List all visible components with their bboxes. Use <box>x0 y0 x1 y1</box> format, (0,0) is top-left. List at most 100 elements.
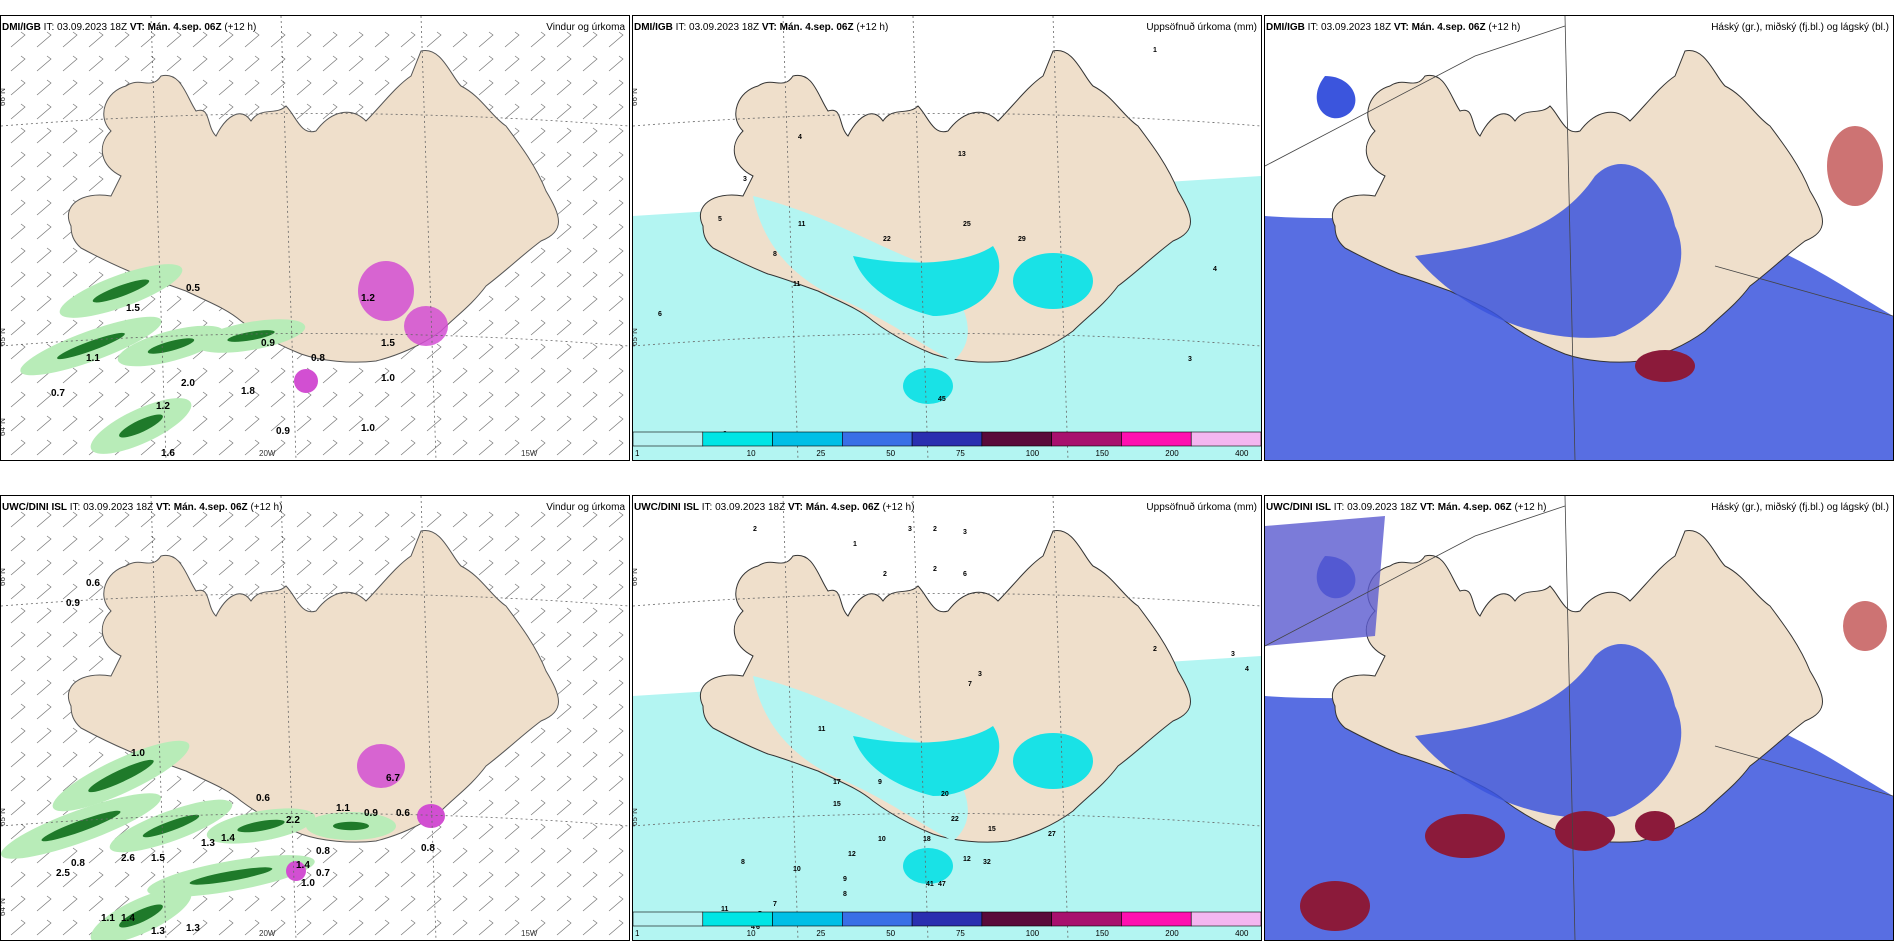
map-value-label: 11 <box>798 221 806 228</box>
map-value-label: 0.7 <box>51 388 65 399</box>
map-value-label: 0.6 <box>256 793 270 804</box>
map-value-label: 15 <box>833 801 841 808</box>
forecast-panel-3: DMI/IGB IT: 03.09.2023 18Z VT: Mán. 4.se… <box>1264 15 1894 461</box>
map-value-label: 27 <box>1048 831 1056 838</box>
forecast-panel-2: 1413118112225296349345566°N65°N DMI/IGB … <box>632 15 1262 461</box>
init-time: IT: 03.09.2023 18Z <box>675 22 760 33</box>
map-value-label: 7 <box>968 681 972 688</box>
legend-swatch <box>842 431 913 447</box>
map-value-label: 29 <box>1018 236 1026 243</box>
legend-swatch <box>1121 431 1192 447</box>
panel-header: DMI/IGB IT: 03.09.2023 18Z VT: Mán. 4.se… <box>2 22 256 33</box>
map-value-label: 1.4 <box>296 860 310 871</box>
legend-swatch <box>772 431 843 447</box>
legend-swatch <box>633 911 704 927</box>
legend-threshold: 50 <box>886 449 895 458</box>
init-time: IT: 03.09.2023 18Z <box>701 502 786 513</box>
latitude-label: 65°N <box>1 328 7 346</box>
legend-threshold: 100 <box>1026 449 1040 458</box>
legend-threshold: 400 <box>1235 449 1249 458</box>
forecast-panel-1: 0.5 1.1 0.7 0.9 1.5 2.0 1.2 1.8 0.9 1.0 1.0 1.6 1.2 1… <box>0 15 630 461</box>
model-name: UWC/DINI ISL <box>1266 502 1331 513</box>
map-value-label: 22 <box>951 816 959 823</box>
panel-title: Háský (gr.), miðský (fj.bl.) og lágský (… <box>1711 22 1889 33</box>
init-time: IT: 03.09.2023 18Z <box>1307 22 1392 33</box>
valid-time: Mán. 4.sep. 06Z <box>147 22 222 33</box>
model-name: DMI/IGB <box>2 22 41 33</box>
map-value-label: 1.4 <box>121 913 135 924</box>
map-value-label: 4 <box>1245 666 1249 673</box>
map-value-label: 9 <box>878 779 882 786</box>
map-value-label: 8 <box>741 859 745 866</box>
legend-threshold: 10 <box>747 449 756 458</box>
lead-time: (+12 h) <box>856 22 889 33</box>
color-legend: 1 10 25 50 75 100 150 200 400 <box>633 430 1261 458</box>
model-name: DMI/IGB <box>634 22 673 33</box>
valid-time-label: VT: <box>1393 22 1409 33</box>
map-value-label: 12 <box>848 851 856 858</box>
map-value-label: 18 <box>923 836 931 843</box>
valid-time-label: VT: <box>761 22 777 33</box>
legend-swatch <box>981 431 1052 447</box>
map-value-label: 1.3 <box>201 838 215 849</box>
latitude-label: 66°N <box>1 88 7 106</box>
map-value-label: 22 <box>883 236 891 243</box>
map-value-label: 0.8 <box>316 846 330 857</box>
map-value-label: 9 <box>843 876 847 883</box>
map-value-label: 3 <box>908 526 912 533</box>
map-value-label: 2 <box>933 566 937 573</box>
map-value-label: 15 <box>988 826 996 833</box>
map-canvas <box>1265 496 1893 940</box>
longitude-label: 20W <box>259 449 276 458</box>
map-value-label: 2.0 <box>181 378 195 389</box>
legend-swatch <box>911 911 983 927</box>
map-value-label: 2 <box>933 526 937 533</box>
panel-header: DMI/IGB IT: 03.09.2023 18Z VT: Mán. 4.se… <box>634 22 888 33</box>
map-value-label: 1.6 <box>161 448 175 459</box>
map-value-label: 7 <box>773 901 777 908</box>
map-value-label: 12 <box>963 856 971 863</box>
panel-header: DMI/IGB IT: 03.09.2023 18Z VT: Mán. 4.se… <box>1266 22 1520 33</box>
map-value-label: 1 <box>853 541 857 548</box>
forecast-panel-6: UWC/DINI ISL IT: 03.09.2023 18Z VT: Mán.… <box>1264 495 1894 941</box>
map-value-label: 8 <box>843 891 847 898</box>
map-value-label: 4 <box>1213 266 1217 273</box>
map-value-label: 6 <box>658 311 662 318</box>
map-value-label: 1.3 <box>151 926 165 937</box>
map-value-label: 0.8 <box>71 858 85 869</box>
latitude-label: 66°N <box>1 568 7 586</box>
map-value-label: 0.9 <box>66 598 80 609</box>
map-value-label: 4 <box>751 924 755 931</box>
lead-time: (+12 h) <box>250 502 283 513</box>
map-value-label: 2.5 <box>56 868 70 879</box>
map-value-label: 6 <box>963 571 967 578</box>
legend-threshold: 400 <box>1235 929 1249 938</box>
legend-swatch <box>1051 911 1122 927</box>
legend-swatch <box>702 431 773 447</box>
legend-threshold: 200 <box>1165 929 1179 938</box>
model-name: UWC/DINI ISL <box>2 502 67 513</box>
legend-threshold: 1 <box>635 929 640 938</box>
latitude-label: 65°N <box>633 328 639 346</box>
map-value-label: 0.8 <box>421 843 435 854</box>
latitude-label: 65°N <box>1 808 7 826</box>
lead-time: (+12 h) <box>1514 502 1547 513</box>
valid-time-label: VT: <box>787 502 803 513</box>
map-value-label: 1.5 <box>126 303 140 314</box>
map-value-label: 1.4 <box>221 833 235 844</box>
map-value-label: 3 <box>743 176 747 183</box>
map-value-label: 0.9 <box>261 338 275 349</box>
map-value-label: 1.1 <box>86 353 100 364</box>
map-value-label: 1.2 <box>361 293 375 304</box>
map-value-label: 3 <box>963 529 967 536</box>
latitude-label: 64°N <box>1 898 7 916</box>
legend-threshold: 150 <box>1096 449 1110 458</box>
latitude-label: 66°N <box>633 88 639 106</box>
legend-threshold: 200 <box>1165 449 1179 458</box>
map-value-label: 1.3 <box>186 923 200 934</box>
legend-threshold: 50 <box>886 929 895 938</box>
legend-threshold: 75 <box>956 929 965 938</box>
legend-swatch <box>842 911 913 927</box>
panel-header: UWC/DINI ISL IT: 03.09.2023 18Z VT: Mán.… <box>634 502 914 513</box>
valid-time: Mán. 4.sep. 06Z <box>805 502 880 513</box>
